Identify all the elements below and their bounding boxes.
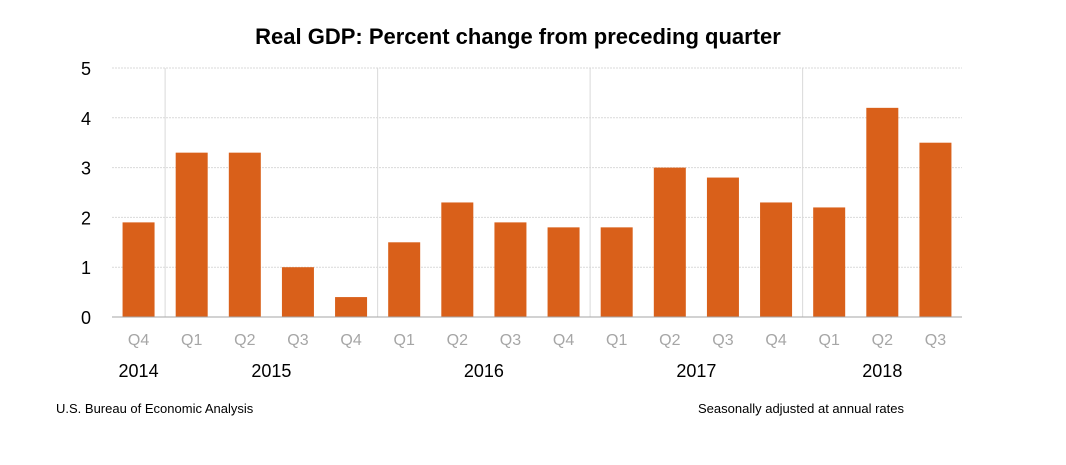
year-label: 2014 (119, 361, 159, 381)
bar (281, 267, 314, 317)
y-axis-ticks: 0 1 2 3 4 5 (81, 59, 91, 328)
source-note: U.S. Bureau of Economic Analysis (56, 401, 254, 416)
x-tick-label: Q3 (287, 332, 308, 349)
x-tick-label: Q4 (765, 332, 786, 349)
y-tick-label: 2 (81, 208, 91, 228)
bar (388, 242, 421, 317)
adjustment-note: Seasonally adjusted at annual rates (698, 401, 904, 416)
x-tick-label: Q1 (606, 332, 627, 349)
bar (600, 227, 633, 317)
year-labels: 2014 2015 2016 2017 2018 (119, 361, 903, 381)
bar (547, 227, 580, 317)
bars (122, 107, 952, 317)
x-tick-label: Q3 (925, 332, 946, 349)
bar (175, 152, 208, 317)
x-tick-label: Q3 (712, 332, 733, 349)
bar (760, 202, 793, 317)
y-tick-label: 0 (81, 308, 91, 328)
x-tick-label: Q4 (340, 332, 361, 349)
bar (866, 107, 899, 317)
bar (494, 222, 527, 317)
bar (122, 222, 155, 317)
x-tick-label: Q4 (128, 332, 149, 349)
bar (441, 202, 474, 317)
chart-title: Real GDP: Percent change from preceding … (255, 24, 781, 49)
y-tick-label: 4 (81, 109, 91, 129)
x-tick-label: Q2 (447, 332, 468, 349)
bar (919, 142, 952, 317)
x-tick-label: Q2 (659, 332, 680, 349)
bar (653, 167, 686, 317)
year-separators (164, 68, 804, 317)
x-tick-label: Q3 (500, 332, 521, 349)
year-label: 2015 (251, 361, 291, 381)
y-tick-label: 5 (81, 59, 91, 79)
x-tick-label: Q2 (872, 332, 893, 349)
y-tick-label: 1 (81, 258, 91, 278)
bar (706, 177, 739, 317)
bar (335, 297, 368, 317)
year-label: 2016 (464, 361, 504, 381)
bar (813, 207, 846, 317)
x-axis-ticks: Q4 Q1 Q2 Q3 Q4 Q1 Q2 Q3 Q4 Q1 Q2 Q3 Q4 Q1 Q2 Q3 (128, 332, 946, 349)
y-tick-label: 3 (81, 159, 91, 179)
x-tick-label: Q1 (394, 332, 415, 349)
x-tick-label: Q2 (234, 332, 255, 349)
year-label: 2018 (862, 361, 902, 381)
bar (228, 152, 261, 317)
x-tick-label: Q1 (181, 332, 202, 349)
x-tick-label: Q1 (819, 332, 840, 349)
year-label: 2017 (676, 361, 716, 381)
x-tick-label: Q4 (553, 332, 574, 349)
